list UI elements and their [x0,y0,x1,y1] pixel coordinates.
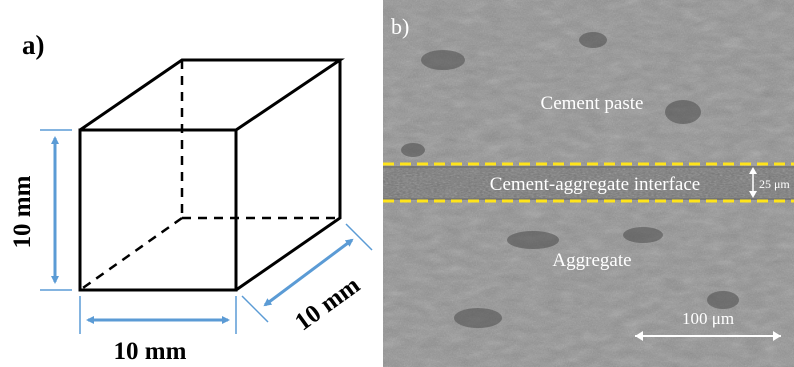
interface-band-texture [383,168,794,198]
depth-arrow [263,238,354,307]
width-dimension: 10 mm [79,296,237,365]
cube-diagram: a) 10 mm 10 mm [9,30,373,365]
thickness-arrow-up [749,167,757,174]
thickness-indicator: 25 μm [749,167,790,198]
depth-label: 10 mm [290,271,365,336]
hidden-depth-edge [79,216,183,292]
panel-a-label: a) [22,30,45,60]
cement-paste-label: Cement paste [541,93,644,114]
micrograph-particles [401,32,739,328]
thickness-label: 25 μm [759,177,790,191]
scale-bar: 100 μm [635,309,781,341]
panel-b-micrograph: b) Cement paste Cement-aggregate interfa… [383,0,794,367]
height-dimension: 10 mm [9,129,72,291]
cube-front-face [78,128,238,292]
depth-extension-back [345,223,373,251]
height-label: 10 mm [9,175,36,248]
panel-a-cube-schematic: a) 10 mm 10 mm [0,0,383,367]
micrograph-image: b) Cement paste Cement-aggregate interfa… [383,0,794,367]
depth-extension-front [241,295,269,323]
width-label: 10 mm [114,338,187,365]
thickness-arrow-down [749,191,757,198]
interface-label: Cement-aggregate interface [490,174,700,195]
cube-visible-edges [78,58,345,292]
scale-bar-arrow-right [773,331,781,341]
scale-bar-label: 100 μm [682,309,734,328]
scale-bar-arrow-left [635,331,643,341]
cube-hidden-edges [79,60,340,292]
aggregate-label: Aggregate [552,250,631,271]
panel-b-label: b) [391,14,409,39]
cube-top-face [79,58,345,132]
